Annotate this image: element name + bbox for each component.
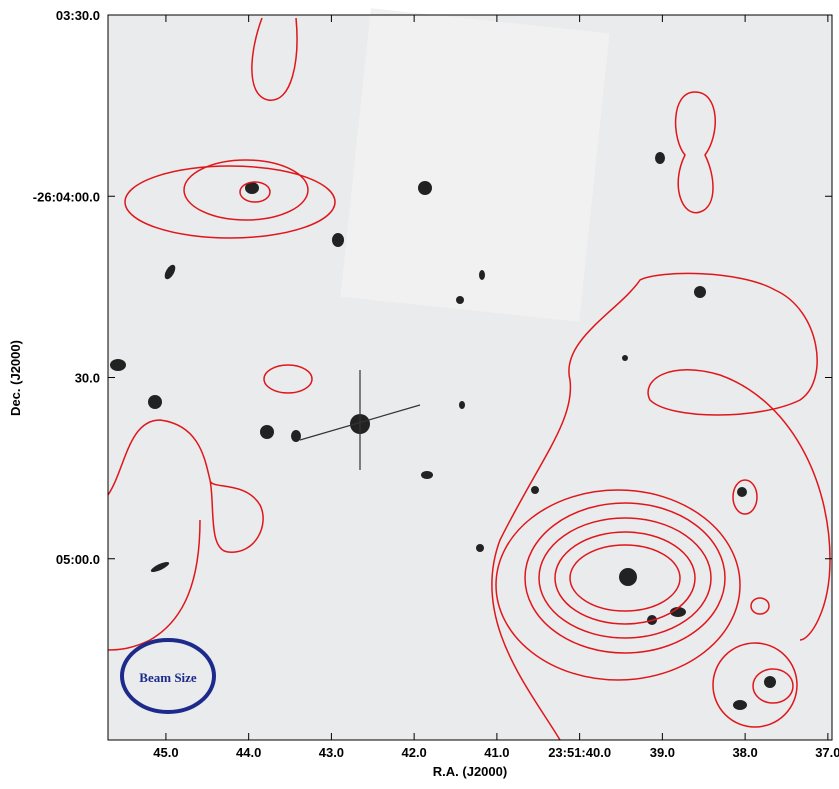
x-tick-label: 43.0 [319,745,344,760]
y-tick-label: 05:00.0 [56,552,100,567]
x-tick-label: 41.0 [484,745,509,760]
x-tick-label: 38.0 [732,745,757,760]
y-tick-label: 30.0 [75,371,100,386]
x-tick-label: 37.0 [815,745,839,760]
image-tile [340,8,610,322]
x-tick-label: 39.0 [650,745,675,760]
y-axis-label: Dec. (J2000) [8,340,23,416]
galaxies [110,152,776,710]
x-axis-label: R.A. (J2000) [433,764,507,779]
x-tick-label: 44.0 [236,745,261,760]
beam-label: Beam Size [139,670,197,685]
x-tick-label: 23:51:40.0 [548,745,611,760]
beam-ellipse [120,638,216,714]
contours [107,17,831,741]
y-tick-label: 03:30.0 [56,8,100,23]
x-tick-label: 45.0 [153,745,178,760]
y-tick-label: -26:04:00.0 [33,189,100,204]
x-tick-label: 42.0 [401,745,426,760]
